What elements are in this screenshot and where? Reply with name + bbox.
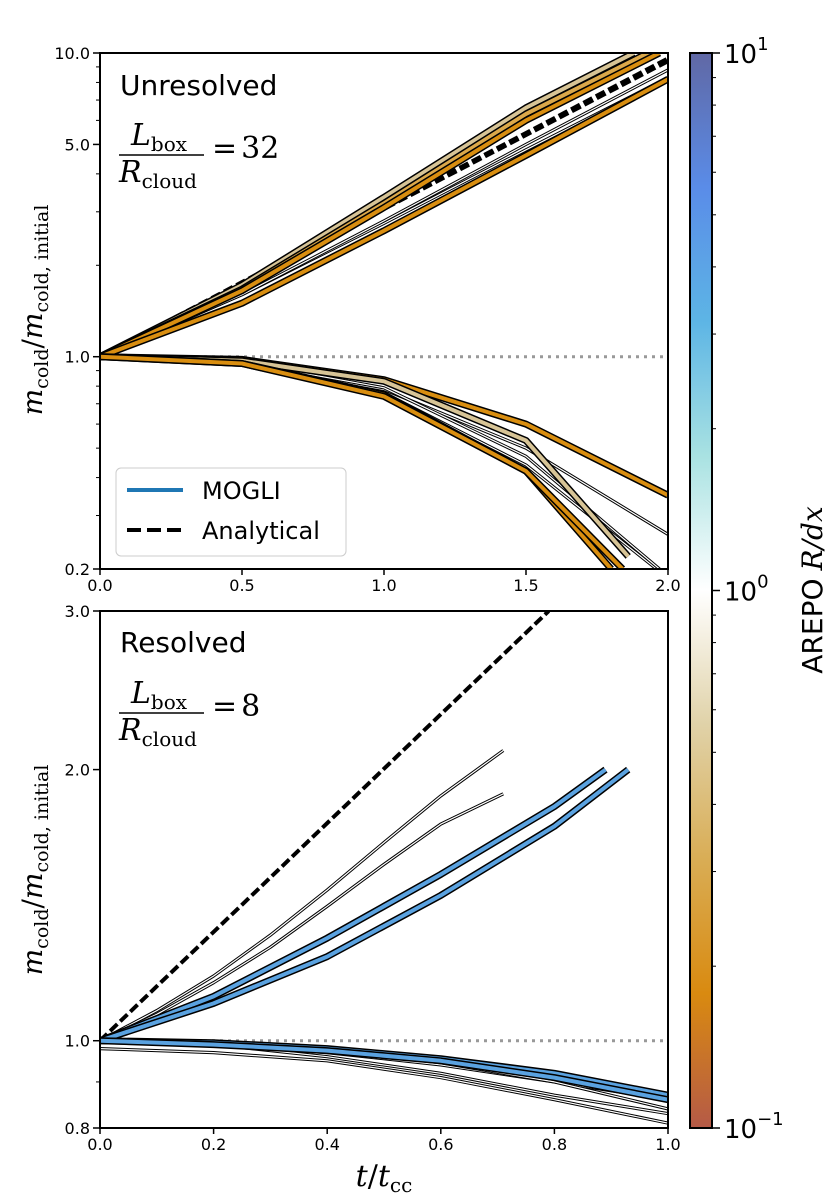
top-mogli-line [100,354,625,569]
top-ytick-label: 10.0 [54,44,90,63]
legend-mogli-label: MOGLI [202,477,281,505]
bottom-ytick-label: 1.0 [65,1032,90,1051]
svg-text:=8: = 8 [212,689,260,724]
bottom-xtick-label: 0.0 [87,1135,112,1154]
top-mogli-line [100,77,668,359]
top-ytick-label: 1.0 [65,348,90,367]
colorbar-tick-label: 100 [724,572,769,608]
top-xtick-label: 0.0 [87,576,112,595]
top-ratio-value: 32 [241,131,279,166]
bottom-annotation: Resolved [120,626,247,659]
colorbar-ticks: 101 100 10−1 [712,34,784,1145]
top-ratio-den-sub: cloud [142,169,198,193]
bottom-xtick-label: 1.0 [655,1135,680,1154]
bottom-xtick-label: 0.6 [428,1135,453,1154]
top-ytick-label: 0.2 [65,560,90,579]
colorbar-tick-label: 101 [724,34,769,70]
svg-text:Lbox: Lbox [130,118,188,156]
bottom-ratio-num: L [130,676,151,711]
bottom-xtick-label: 0.8 [542,1135,567,1154]
bottom-xtick-label: 0.2 [201,1135,226,1154]
top-ytick-label: 5.0 [65,135,90,154]
top-ratio-den: R [118,155,142,190]
bottom-arepo-line-outline [100,792,504,1043]
bottom-plot-area [100,611,668,1125]
bottom-ratio-value: 8 [241,689,260,724]
bottom-ratio-den: R [118,713,142,748]
top-ticks: 0.0 0.5 1.0 1.5 2.0 0.2 1.0 5.0 10.0 [54,44,680,595]
bottom-ratio-eq: = [212,689,237,724]
top-ratio-num: L [130,118,151,153]
top-ratio-eq: = [212,131,237,166]
legend: MOGLI Analytical [115,467,347,557]
bottom-arepo-line [100,1048,668,1124]
bottom-ticks: 0.0 0.2 0.4 0.6 0.8 1.0 0.8 1.0 2.0 3.0 [65,602,681,1154]
top-mogli-line [100,53,661,359]
bottom-xtick-label: 0.4 [314,1135,339,1154]
bottom-panel: 0.0 0.2 0.4 0.6 0.8 1.00.81.02.03.0 Resolved … [16,602,681,1197]
svg-text:Rcloud: Rcloud [118,713,197,751]
svg-text:Lbox: Lbox [130,676,188,714]
colorbar-gradient [689,52,713,1129]
bottom-ratio-num-sub: box [151,690,188,714]
svg-text:Rcloud: Rcloud [118,155,197,193]
bottom-arepo-line [100,750,504,1042]
top-xtick-label: 0.5 [229,576,254,595]
bottom-mogli-line [100,1038,668,1102]
bottom-arepo-line [100,793,504,1042]
bottom-mogli-line [100,767,607,1043]
top-ratio: Lbox Rcloud = 32 [118,118,279,193]
colorbar-label: AREPOR/dx [796,506,829,674]
bottom-ytick-label: 0.8 [65,1119,90,1138]
top-ylabel: mcold/mcold, initial [16,205,53,416]
bottom-xlabel: t/tcc [356,1159,413,1197]
top-panel: 0.0 0.5 1.0 1.5 2.00.21.05.010.0 Unresolved … [16,44,681,595]
bottom-ytick-label: 2.0 [65,761,90,780]
top-plot-area [100,53,668,569]
bottom-ratio: Lbox Rcloud = 8 [118,676,260,751]
bottom-ratio-den-sub: cloud [142,727,198,751]
bottom-axes-frame [99,610,669,1129]
bottom-analytical-line [100,611,551,1043]
bottom-mogli-line [100,768,630,1043]
top-xtick-label: 2.0 [655,576,680,595]
colorbar: 101 100 10−1 AREPOR/dx [689,34,829,1145]
bottom-ytick-label: 3.0 [65,602,90,621]
svg-text:=32: = 32 [212,131,279,166]
bottom-ylabel: mcold/mcold, initial [16,765,53,976]
top-ratio-num-sub: box [151,132,188,156]
colorbar-tick-label: 10−1 [724,1109,784,1145]
top-xtick-label: 1.5 [513,576,538,595]
legend-analytical-label: Analytical [202,517,320,545]
top-xtick-label: 1.0 [371,576,396,595]
top-annotation: Unresolved [120,69,277,102]
